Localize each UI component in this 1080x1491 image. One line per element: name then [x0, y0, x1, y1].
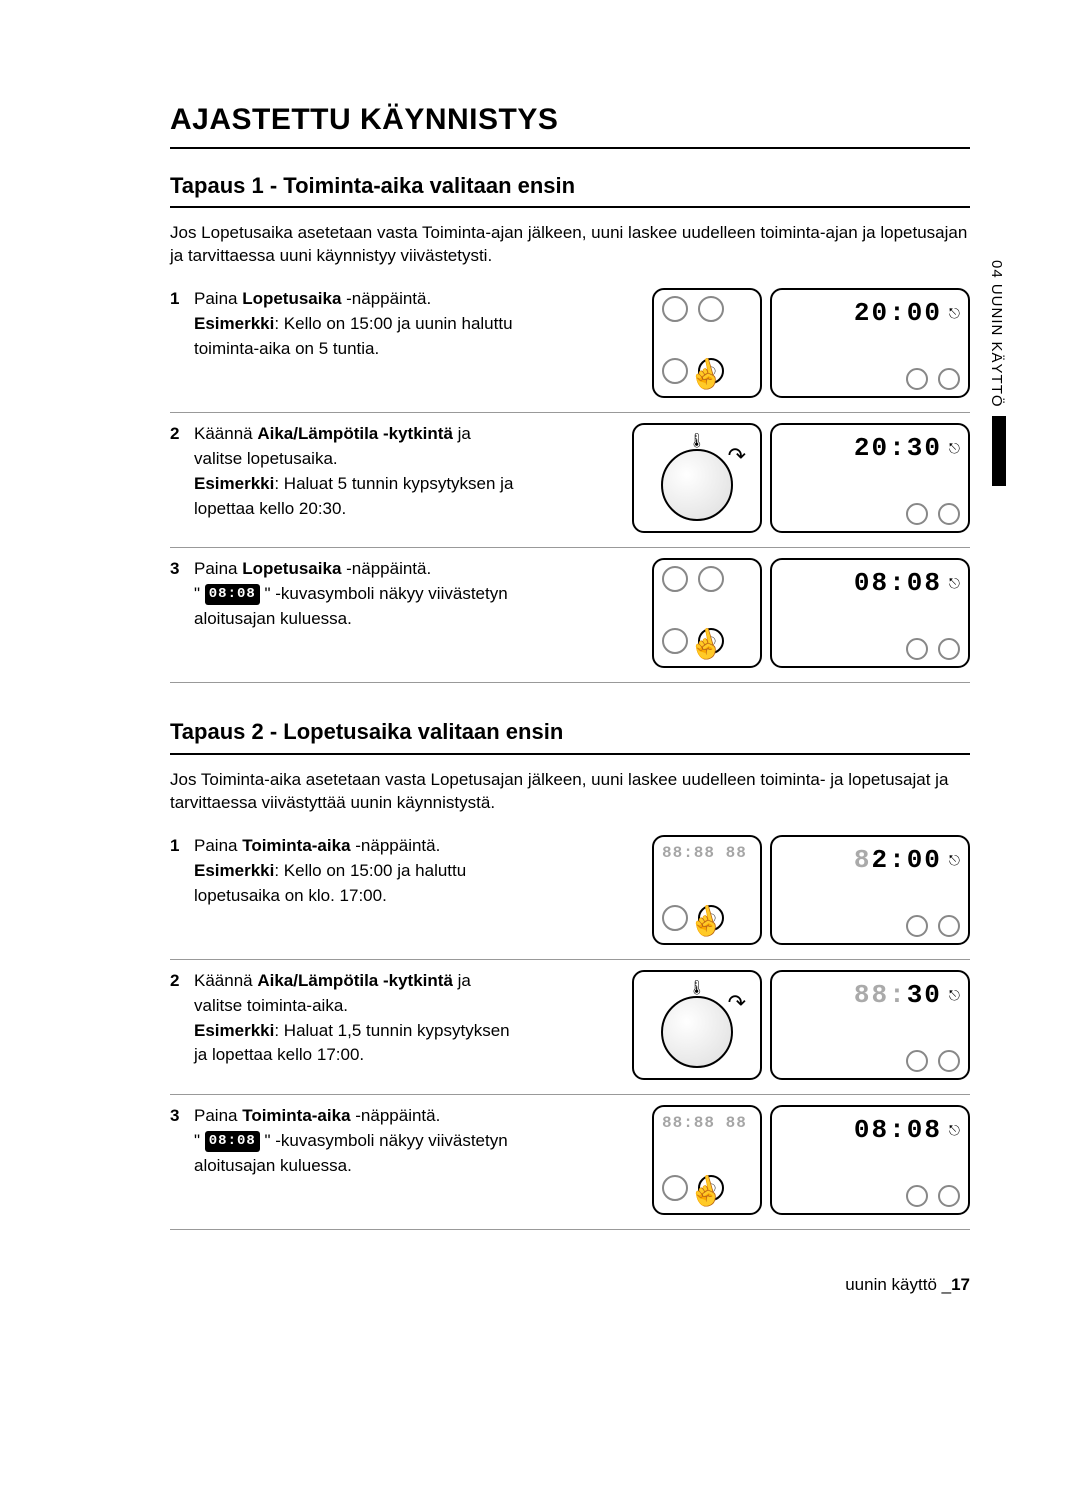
section-tab: 04 UUNIN KÄYTTÖ [986, 260, 1006, 486]
step-number: 2 [170, 423, 194, 446]
step-figure: 88:88 88 ☝ 08:08⎋ [652, 1105, 970, 1215]
step-figure: 🌡↷ 88:30⎋ [632, 970, 970, 1080]
step-number: 1 [170, 288, 194, 311]
step-number: 3 [170, 558, 194, 581]
case1-heading: Tapaus 1 - Toiminta-aika valitaan ensin [170, 171, 970, 209]
step-figure: ☝ 08:08⎋ [652, 558, 970, 668]
step-number: 2 [170, 970, 194, 993]
lcd-symbol-icon: 08:08 [205, 584, 260, 605]
case2-step: 1 Paina Toiminta-aika -näppäintä. Esimer… [170, 835, 970, 960]
step-number: 3 [170, 1105, 194, 1128]
case2-heading: Tapaus 2 - Lopetusaika valitaan ensin [170, 717, 970, 755]
step-figure: 88:88 88 ☝ 82:00⎋ [652, 835, 970, 945]
step-text: Käännä Aika/Lämpötila -kytkintä ja valit… [194, 423, 632, 523]
step-text: Paina Toiminta-aika -näppäintä. " 08:08 … [194, 1105, 652, 1180]
step-figure: ☝ 20:00⎋ [652, 288, 970, 398]
case1-step: 1 Paina Lopetusaika -näppäintä. Esimerkk… [170, 288, 970, 413]
step-text: Käännä Aika/Lämpötila -kytkintä ja valit… [194, 970, 632, 1070]
case1-intro: Jos Lopetusaika asetetaan vasta Toiminta… [170, 222, 970, 268]
case2-intro: Jos Toiminta-aika asetetaan vasta Lopetu… [170, 769, 970, 815]
case2-step: 2 Käännä Aika/Lämpötila -kytkintä ja val… [170, 970, 970, 1095]
step-number: 1 [170, 835, 194, 858]
step-figure: 🌡↷ 20:30⎋ [632, 423, 970, 533]
case2-step: 3 Paina Toiminta-aika -näppäintä. " 08:0… [170, 1105, 970, 1230]
lcd-symbol-icon: 08:08 [205, 1131, 260, 1152]
page-title: AJASTETTU KÄYNNISTYS [170, 100, 970, 149]
page-footer: uunin käyttö _17 [170, 1274, 970, 1297]
rotate-arrow-icon: ↷ [728, 988, 746, 1018]
step-text: Paina Toiminta-aika -näppäintä. Esimerkk… [194, 835, 652, 910]
thermometer-icon: 🌡 [688, 431, 706, 450]
step-text: Paina Lopetusaika -näppäintä. " 08:08 " … [194, 558, 652, 633]
case1-step: 2 Käännä Aika/Lämpötila -kytkintä ja val… [170, 423, 970, 548]
thermometer-icon: 🌡 [688, 978, 706, 997]
step-text: Paina Lopetusaika -näppäintä. Esimerkki:… [194, 288, 652, 363]
rotate-arrow-icon: ↷ [728, 441, 746, 471]
case1-step: 3 Paina Lopetusaika -näppäintä. " 08:08 … [170, 558, 970, 683]
